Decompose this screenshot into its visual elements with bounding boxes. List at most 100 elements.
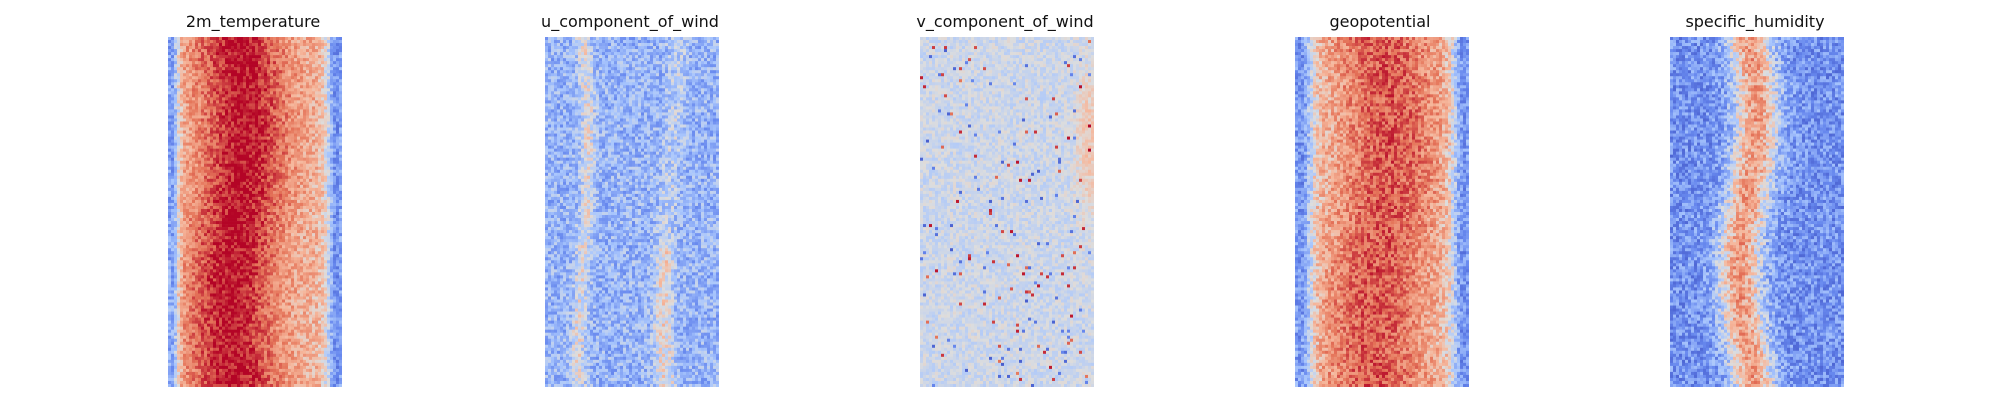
heatmap-cell <box>297 184 301 189</box>
heatmap-cell <box>243 251 247 255</box>
heatmap-cell <box>180 278 184 282</box>
heatmap-cell <box>222 166 226 171</box>
heatmap-cell <box>231 245 235 249</box>
heatmap-cell <box>282 49 286 53</box>
heatmap-cell <box>306 82 310 86</box>
heatmap-cell <box>222 242 226 246</box>
heatmap-cell <box>273 239 277 243</box>
heatmap-cell <box>195 118 199 122</box>
heatmap-cell <box>249 260 253 264</box>
heatmap-cell <box>210 67 214 71</box>
heatmap-cell <box>255 227 259 231</box>
heatmap-cell <box>252 79 256 83</box>
heatmap-cell <box>249 266 253 270</box>
heatmap-cell <box>228 199 232 204</box>
heatmap-cell <box>300 230 304 234</box>
heatmap-cell <box>285 281 289 285</box>
heatmap-cell <box>315 154 319 158</box>
heatmap-cell <box>333 263 337 267</box>
heatmap-cell <box>210 269 214 273</box>
heatmap-cell <box>252 112 256 116</box>
heatmap-cell <box>315 37 319 41</box>
heatmap-cell <box>318 91 322 95</box>
heatmap-cell <box>294 269 298 273</box>
heatmap-cell <box>186 208 190 213</box>
heatmap-cell <box>333 91 337 95</box>
heatmap-cell <box>249 130 253 134</box>
heatmap-cell <box>279 85 283 89</box>
heatmap-cell <box>210 145 214 149</box>
heatmap-cell <box>168 296 172 300</box>
heatmap-cell <box>294 157 298 162</box>
heatmap-cell <box>297 79 301 83</box>
heatmap-cell <box>294 215 298 219</box>
heatmap-cell <box>195 145 199 149</box>
heatmap-cell <box>255 136 259 140</box>
heatmap-cell <box>276 218 280 222</box>
heatmap-cell <box>222 136 226 140</box>
heatmap-cell <box>312 91 316 95</box>
heatmap-cell <box>234 290 238 294</box>
heatmap-cell <box>321 169 325 174</box>
heatmap-cell <box>306 221 310 225</box>
heatmap-cell <box>246 196 250 201</box>
heatmap-cell <box>171 290 175 294</box>
heatmap-cell <box>180 212 184 216</box>
heatmap-cell <box>207 260 211 264</box>
heatmap-cell <box>318 193 322 198</box>
heatmap-cell <box>258 196 262 201</box>
heatmap-cell <box>207 212 211 216</box>
heatmap-cell <box>186 127 190 131</box>
heatmap-cell <box>189 245 193 249</box>
heatmap-cell <box>213 154 217 158</box>
heatmap-cell <box>276 187 280 192</box>
heatmap-cell <box>180 97 184 101</box>
heatmap-cell <box>231 169 235 174</box>
heatmap-cell <box>273 127 277 131</box>
heatmap-cell <box>174 184 178 189</box>
heatmap-cell <box>204 67 208 71</box>
heatmap-cell <box>234 199 238 204</box>
heatmap-cell <box>318 245 322 249</box>
heatmap-cell <box>216 142 220 146</box>
heatmap-cell <box>318 136 322 140</box>
heatmap-cell <box>204 109 208 113</box>
heatmap-cell <box>282 97 286 101</box>
heatmap-cell <box>336 212 340 216</box>
heatmap-cell <box>270 73 274 77</box>
heatmap-cell <box>267 293 271 297</box>
heatmap-cell <box>219 43 223 47</box>
heatmap-cell <box>267 148 271 152</box>
heatmap-cell <box>237 239 241 243</box>
heatmap-cell <box>231 52 235 56</box>
heatmap-cell <box>213 245 217 249</box>
heatmap-cell <box>309 88 313 92</box>
heatmap-cell <box>255 148 259 152</box>
heatmap-cell <box>231 109 235 113</box>
heatmap-cell <box>189 61 193 65</box>
heatmap-cell <box>177 115 181 119</box>
heatmap-cell <box>312 130 316 134</box>
heatmap-cell <box>282 127 286 131</box>
heatmap-cell <box>249 115 253 119</box>
heatmap-cell <box>291 133 295 137</box>
heatmap-cell <box>249 293 253 297</box>
heatmap-cell <box>204 281 208 285</box>
heatmap-cell <box>210 227 214 231</box>
heatmap-cell <box>237 46 241 50</box>
heatmap-cell <box>288 187 292 192</box>
heatmap-cell <box>222 199 226 204</box>
heatmap-cell <box>291 130 295 134</box>
heatmap-cell <box>288 91 292 95</box>
heatmap-cell <box>168 46 172 50</box>
heatmap-cell <box>252 208 256 213</box>
heatmap-cell <box>177 227 181 231</box>
heatmap-cell <box>210 106 214 110</box>
heatmap-cell <box>288 115 292 119</box>
heatmap-cell <box>261 64 265 68</box>
heatmap-cell <box>315 272 319 276</box>
heatmap-cell <box>339 175 342 180</box>
heatmap-cell <box>297 281 301 285</box>
heatmap-cell <box>168 181 172 186</box>
heatmap-cell <box>303 196 307 201</box>
